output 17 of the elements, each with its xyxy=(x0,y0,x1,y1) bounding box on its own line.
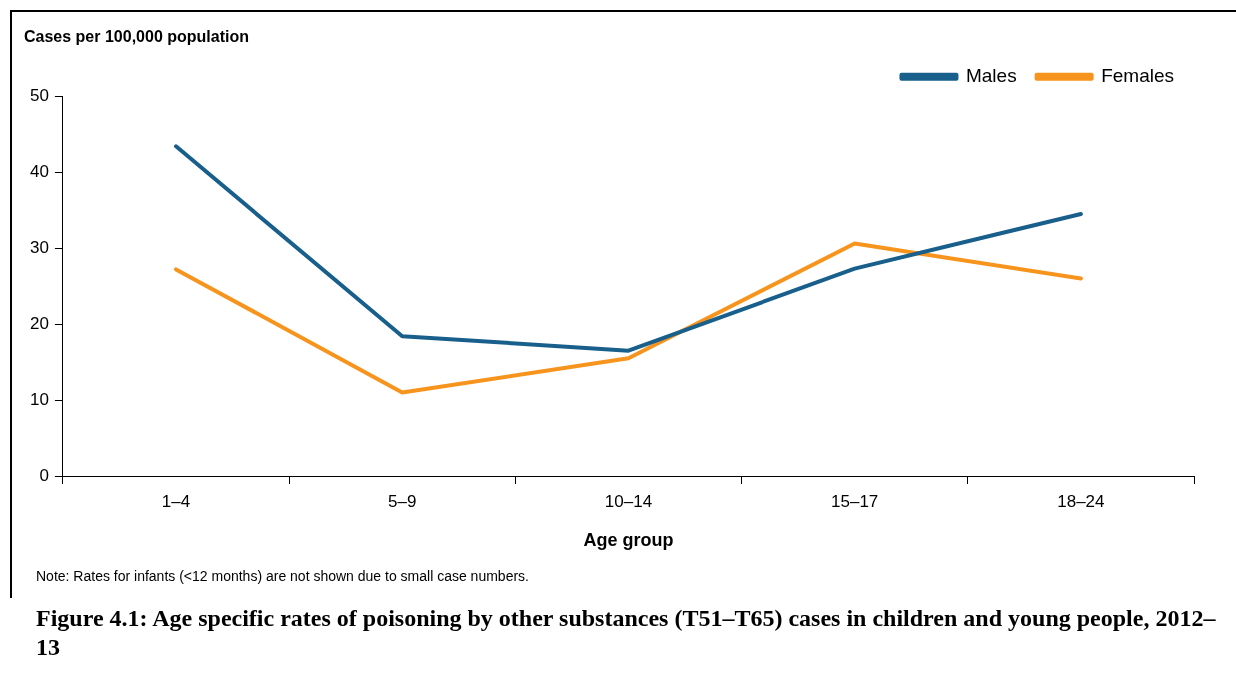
y-tick-label: 20 xyxy=(29,313,49,333)
legend-label: Males xyxy=(965,64,1017,86)
y-tick-label: 30 xyxy=(29,237,49,257)
legend-label: Females xyxy=(1101,64,1174,86)
x-tick-label: 18–24 xyxy=(1057,491,1105,511)
text: Figure 4.1: Age specific rates of poisoning by other substances (T51–T65) cases in children and young people, 2012–13 xyxy=(36,604,1216,662)
y-tick-label: 10 xyxy=(29,389,49,409)
y-axis-title: Cases per 100,000 population xyxy=(24,28,249,46)
text: Note: Rates for infants (<12 months) are not shown due to small case numbers. xyxy=(36,568,529,584)
y-tick-label: 50 xyxy=(29,85,49,105)
x-tick-label: 15–17 xyxy=(831,491,879,511)
y-tick-label: 0 xyxy=(39,465,49,485)
x-axis-title: Age group xyxy=(583,530,674,551)
y-tick-label: 40 xyxy=(29,161,49,181)
x-tick-label: 1–4 xyxy=(161,491,191,511)
x-tick-label: 10–14 xyxy=(604,491,653,511)
x-tick-label: 5–9 xyxy=(388,491,417,511)
